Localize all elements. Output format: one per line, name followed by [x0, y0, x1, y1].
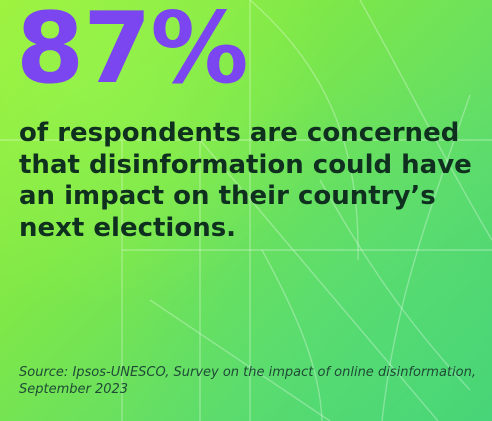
big-stat-value: 87%: [16, 0, 249, 106]
stat-description: of respondents are concerned that disinf…: [19, 118, 472, 243]
decor-line: [149, 299, 331, 421]
decor-arc: [381, 94, 471, 421]
decor-arc: [359, 0, 492, 241]
decor-line: [199, 139, 439, 421]
decor-arc: [261, 249, 323, 421]
decor-arc: [319, 179, 471, 391]
source-citation: Source: Ipsos-UNESCO, Survey on the impa…: [19, 365, 476, 397]
decor-arc: [249, 0, 359, 261]
